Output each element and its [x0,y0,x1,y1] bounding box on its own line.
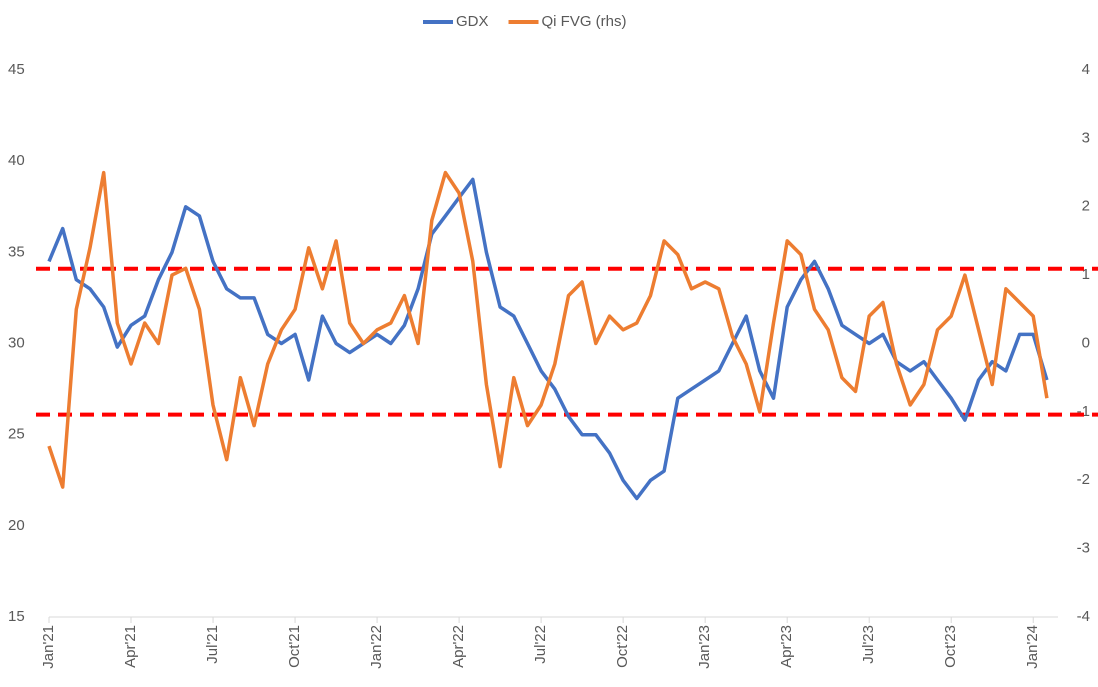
x-tick-label: Oct'22 [614,625,631,668]
y2-tick-label: -3 [1077,540,1090,557]
y2-tick-label: -2 [1077,471,1090,488]
x-tick-label: Jan'21 [40,625,57,669]
x-tick-label: Oct'23 [942,625,959,668]
y-tick-label: 15 [8,608,25,625]
y2-tick-label: -4 [1077,608,1090,625]
legend-label: Qi FVG (rhs) [542,13,627,30]
y-tick-label: 20 [8,517,25,534]
y2-tick-label: 4 [1082,61,1090,78]
y2-tick-label: 0 [1082,334,1090,351]
x-tick-label: Jan'24 [1024,625,1041,669]
x-tick-label: Jul'21 [204,625,221,664]
x-tick-label: Apr'23 [778,625,795,668]
y-tick-label: 45 [8,61,25,78]
y2-tick-label: 2 [1082,198,1090,215]
y2-tick-label: 1 [1082,266,1090,283]
x-tick-label: Jul'22 [532,625,549,664]
x-tick-label: Apr'22 [450,625,467,668]
x-tick-label: Jan'23 [696,625,713,669]
x-tick-label: Apr'21 [122,625,139,668]
x-tick-label: Jan'22 [368,625,385,669]
series-line [47,177,1049,501]
series-line [47,170,1049,489]
y-tick-label: 40 [8,152,25,169]
y-tick-label: 35 [8,243,25,260]
legend-label: GDX [456,13,489,30]
y-tick-label: 25 [8,426,25,443]
x-tick-label: Jul'23 [860,625,877,664]
x-tick-label: Oct'21 [286,625,303,668]
y-tick-label: 30 [8,334,25,351]
y2-tick-label: -1 [1077,403,1090,420]
y2-tick-label: 3 [1082,129,1090,146]
